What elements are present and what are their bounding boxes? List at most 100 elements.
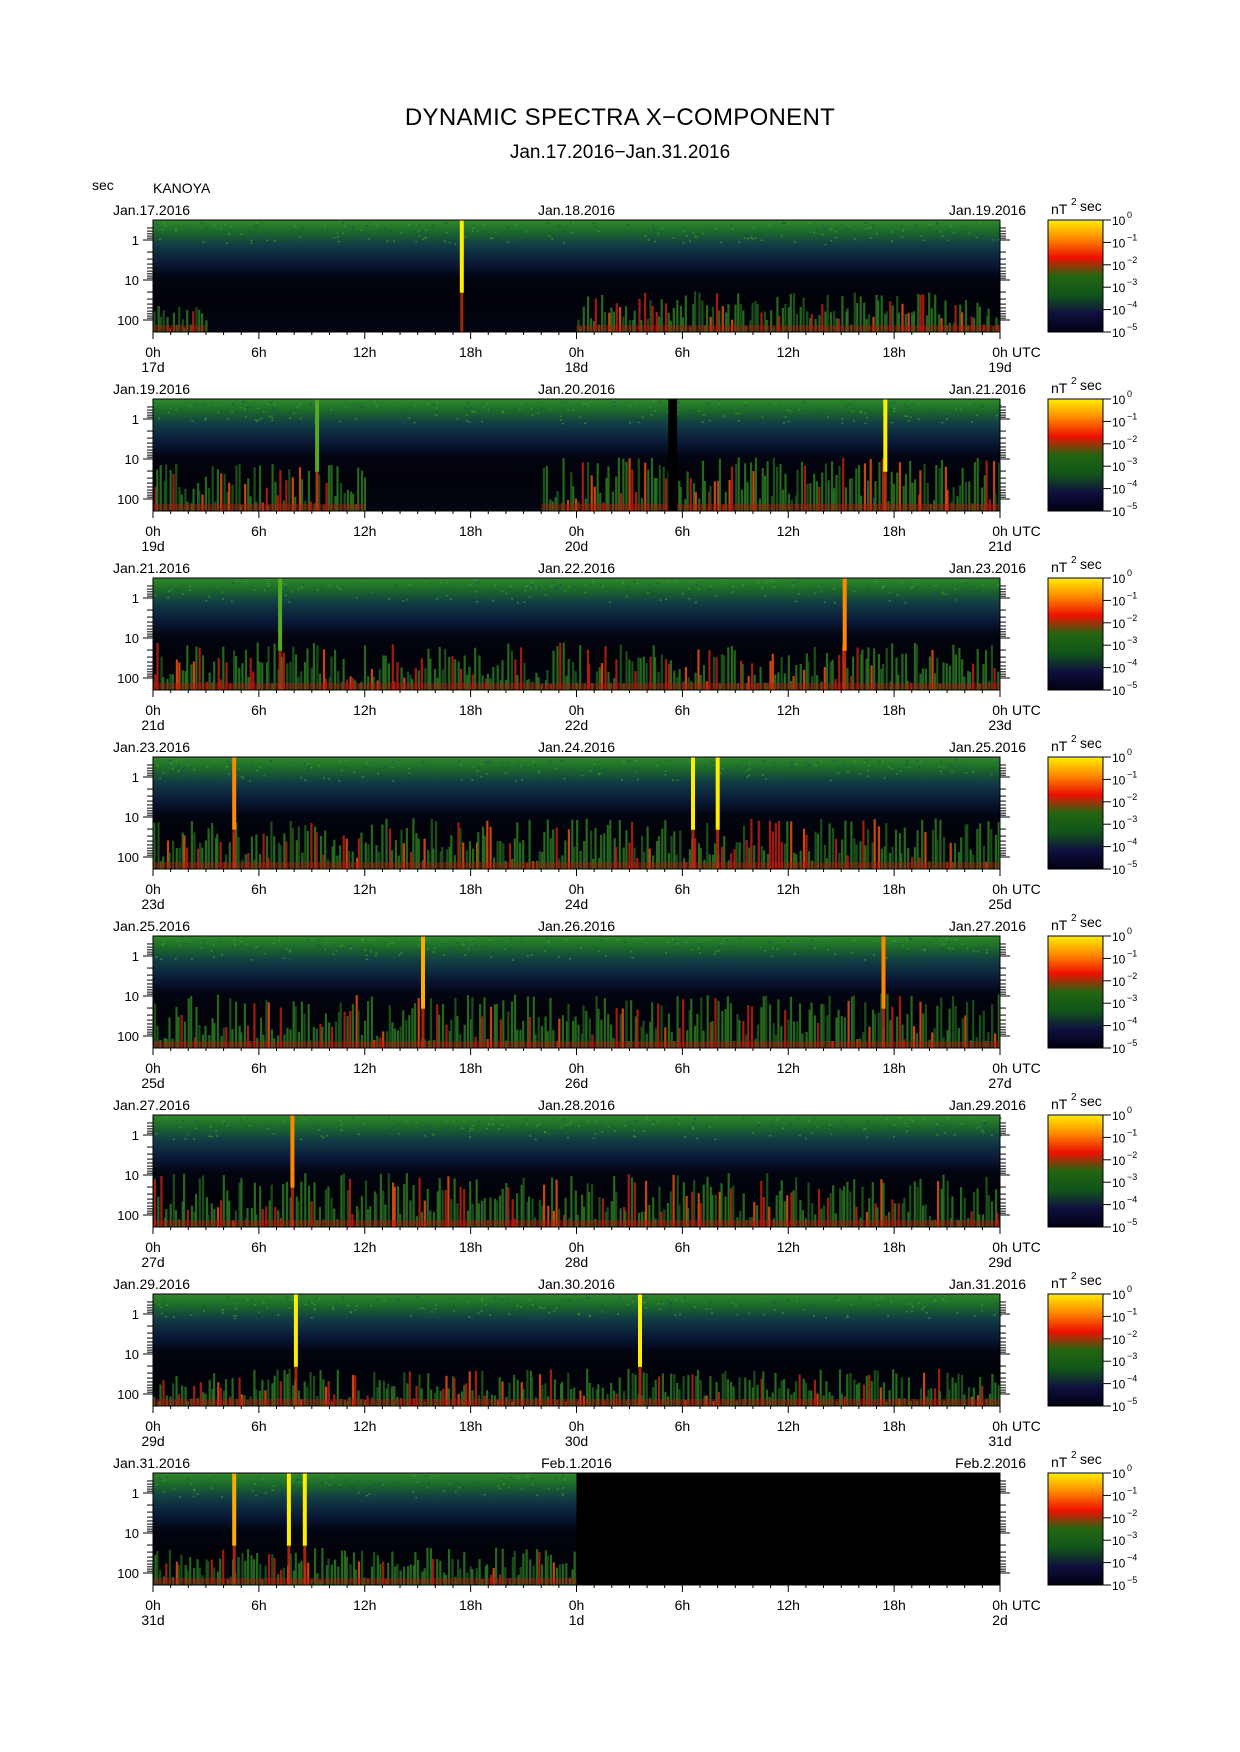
- texture-speck: [226, 766, 229, 768]
- burst-column: [701, 460, 705, 511]
- burst-column: [325, 1386, 328, 1406]
- burst-column: [795, 1177, 798, 1227]
- texture-speck: [453, 948, 456, 950]
- burst-column: [573, 1387, 576, 1406]
- burst-column: [749, 462, 753, 511]
- x-tick-label: 18h: [459, 523, 482, 539]
- texture-speck: [639, 943, 642, 945]
- burst-column: [795, 1381, 798, 1406]
- texture-speck: [654, 410, 657, 412]
- texture-speck: [833, 760, 836, 762]
- x-tick-label: 0h: [145, 1060, 161, 1076]
- texture-speck: [744, 235, 747, 238]
- burst-column: [534, 1034, 537, 1048]
- texture-speck: [897, 421, 900, 423]
- burst-column: [804, 1382, 807, 1406]
- colorbar-unit-sup: 2: [1071, 1271, 1077, 1282]
- texture-speck: [516, 1476, 519, 1478]
- texture-speck: [936, 1123, 939, 1125]
- texture-speck: [508, 1486, 510, 1489]
- texture-speck: [498, 1128, 501, 1130]
- texture-speck: [845, 405, 848, 407]
- texture-speck: [344, 1129, 347, 1131]
- burst-column: [330, 1197, 333, 1227]
- texture-speck: [808, 590, 811, 592]
- burst-column: [966, 1002, 969, 1048]
- burst-column: [911, 856, 914, 869]
- burst-column: [844, 487, 847, 511]
- texture-speck: [746, 776, 749, 778]
- burst-column: [418, 1374, 421, 1406]
- burst-column: [334, 1559, 337, 1585]
- texture-speck: [943, 1132, 946, 1134]
- texture-speck: [206, 943, 209, 945]
- burst-column: [493, 1395, 497, 1406]
- burst-column: [733, 650, 736, 690]
- burst-column: [472, 848, 475, 869]
- texture-speck: [772, 593, 774, 595]
- colorbar-unit-label: nT: [1051, 738, 1068, 754]
- burst-column: [529, 1370, 532, 1406]
- burst-column: [814, 319, 817, 332]
- burst-column: [535, 672, 538, 690]
- burst-column: [567, 658, 570, 690]
- texture-speck: [337, 1305, 340, 1308]
- burst-column: [822, 1395, 825, 1406]
- texture-speck: [999, 1314, 1002, 1317]
- texture-speck: [887, 766, 890, 768]
- texture-speck: [307, 765, 310, 767]
- texture-speck: [550, 585, 553, 588]
- texture-speck: [202, 1305, 205, 1307]
- burst-column: [732, 1386, 735, 1406]
- burst-column: [505, 680, 508, 690]
- burst-column: [177, 1564, 180, 1585]
- texture-speck: [363, 953, 366, 956]
- texture-speck: [833, 234, 836, 237]
- texture-speck: [750, 414, 753, 416]
- burst-column: [522, 1020, 525, 1048]
- burst-column: [606, 824, 609, 869]
- texture-speck: [448, 241, 451, 244]
- burst-column: [339, 1002, 342, 1048]
- texture-speck: [225, 766, 228, 768]
- burst-column: [660, 1211, 663, 1227]
- burst-column: [868, 1026, 871, 1048]
- burst-column: [846, 1374, 849, 1406]
- burst-column: [543, 1184, 546, 1227]
- texture-speck: [358, 1133, 361, 1136]
- texture-speck: [558, 225, 561, 227]
- burst-column: [640, 498, 644, 511]
- texture-speck: [472, 230, 475, 232]
- texture-speck: [158, 417, 161, 420]
- texture-speck: [751, 237, 754, 240]
- burst-column: [784, 304, 787, 332]
- texture-speck: [629, 422, 632, 424]
- texture-speck: [505, 595, 508, 597]
- burst-column: [237, 1557, 240, 1585]
- burst-column: [279, 1381, 282, 1406]
- day-label: 25d: [141, 1075, 164, 1091]
- texture-speck: [251, 1299, 254, 1302]
- texture-speck: [818, 585, 821, 587]
- texture-speck: [233, 939, 236, 941]
- texture-speck: [310, 401, 313, 404]
- colorbar-tick-exponent: 0: [1127, 747, 1132, 757]
- burst-column: [979, 823, 982, 869]
- burst-column: [546, 670, 549, 690]
- texture-speck: [698, 943, 701, 945]
- burst-column: [987, 308, 990, 332]
- burst-column: [244, 649, 248, 690]
- texture-speck: [905, 938, 908, 940]
- burst-column: [501, 1381, 504, 1406]
- burst-column: [877, 826, 880, 869]
- x-tick-label: 12h: [777, 1060, 800, 1076]
- texture-speck: [995, 413, 998, 415]
- texture-speck: [383, 1127, 386, 1129]
- burst-column: [679, 830, 682, 869]
- burst-column: [652, 1197, 655, 1227]
- colorbar: [1047, 1114, 1104, 1228]
- burst-column: [894, 829, 898, 869]
- texture-speck: [656, 582, 659, 585]
- burst-column: [397, 1186, 400, 1227]
- texture-speck: [361, 939, 364, 941]
